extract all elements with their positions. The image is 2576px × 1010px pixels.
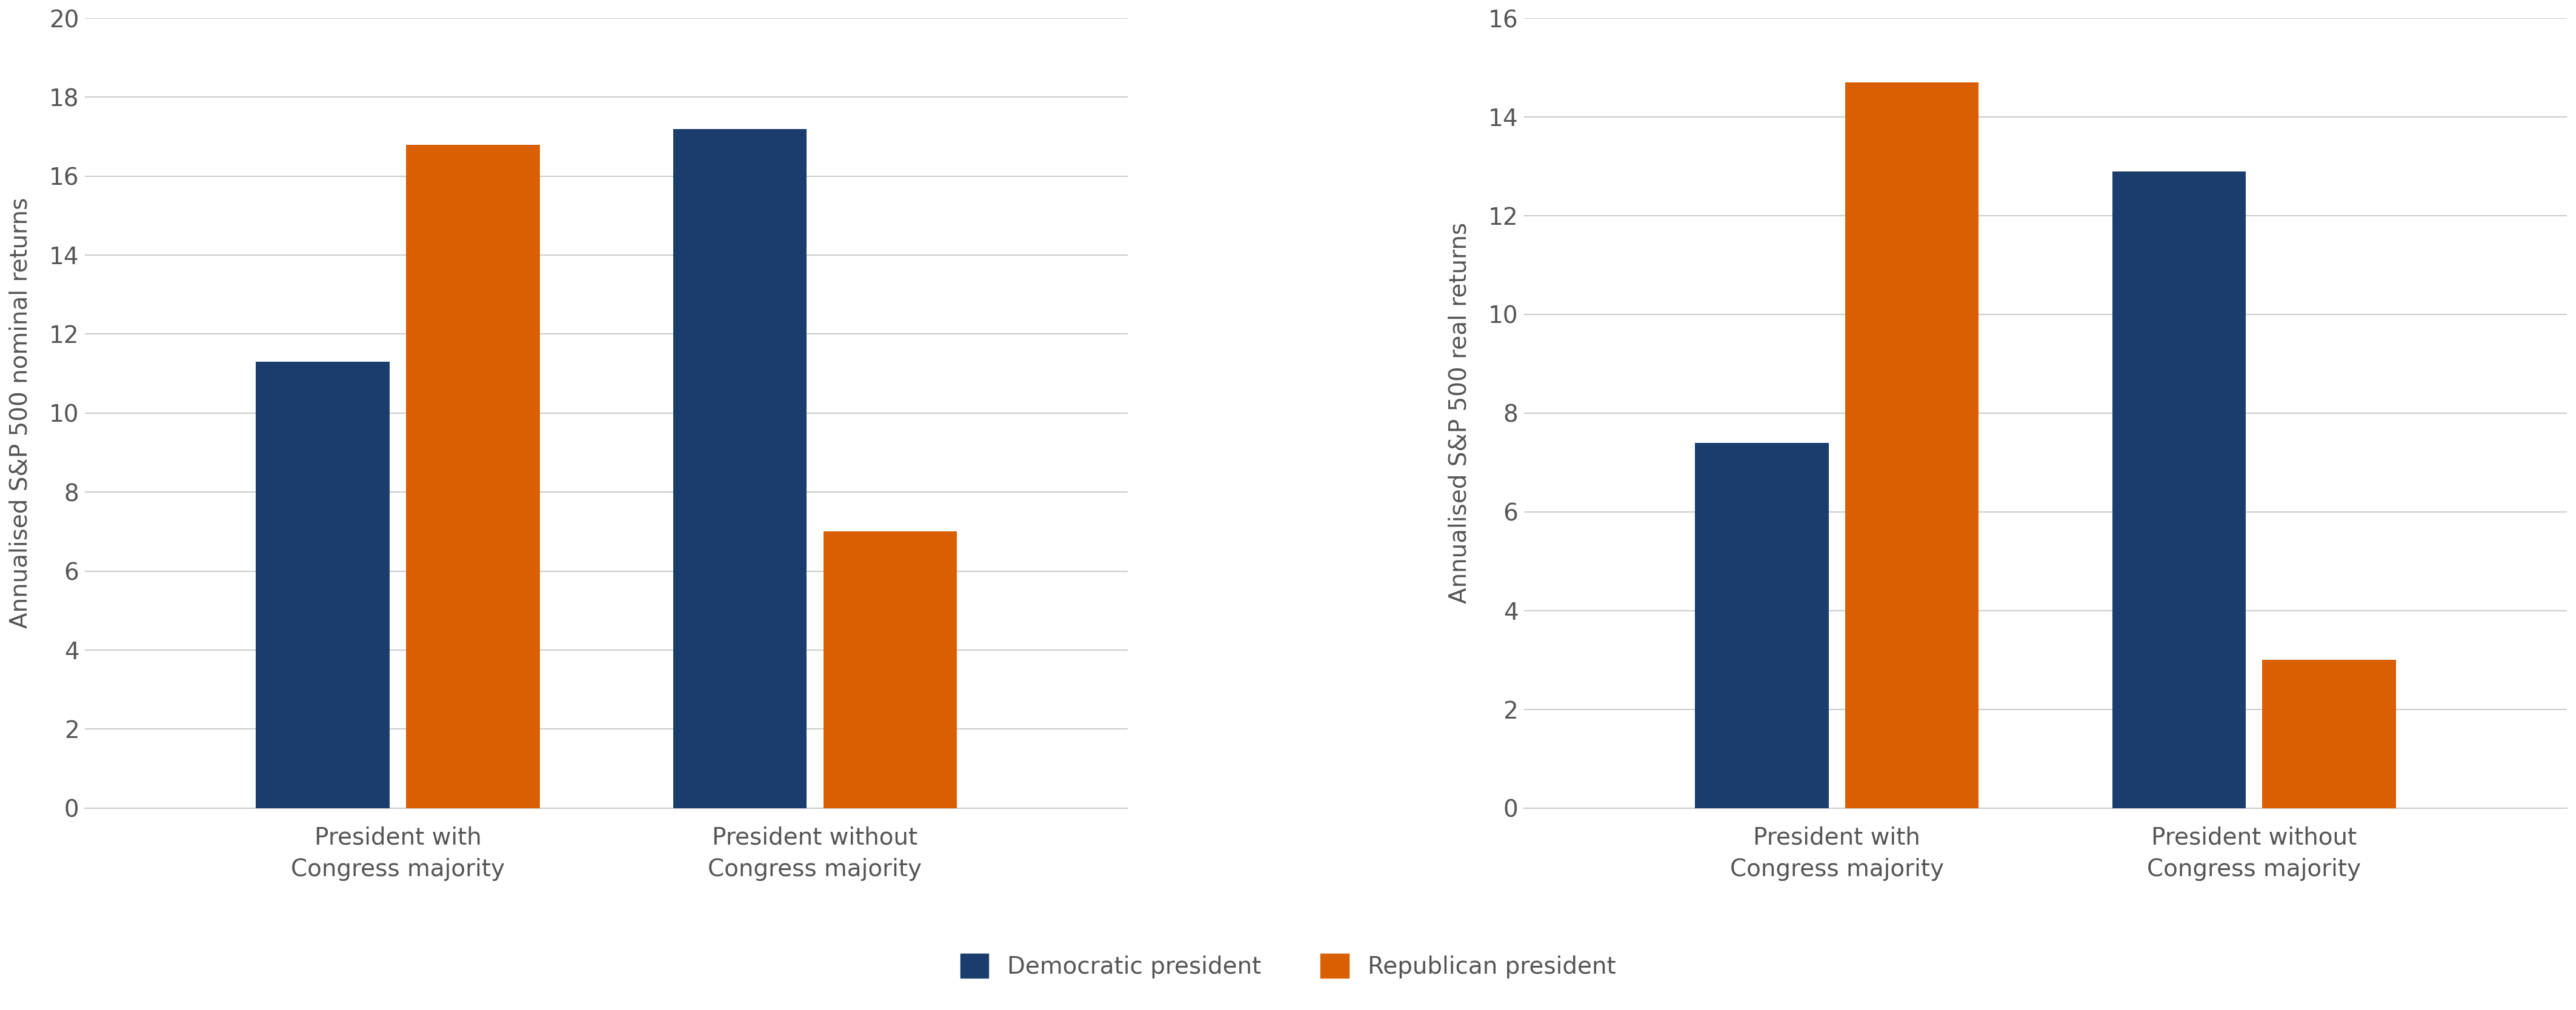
Bar	[407, 144, 538, 808]
Bar	[2112, 172, 2246, 808]
Legend: Democratic president, Republican president: Democratic president, Republican preside…	[951, 944, 1625, 988]
Y-axis label: Annualised S&P 500 nominal returns: Annualised S&P 500 nominal returns	[10, 198, 31, 628]
Y-axis label: Annualised S&P 500 real returns: Annualised S&P 500 real returns	[1448, 222, 1471, 604]
Bar	[1695, 442, 1829, 808]
Bar	[824, 531, 956, 808]
Bar	[1844, 83, 1978, 808]
Bar	[672, 128, 806, 808]
Bar	[255, 362, 389, 808]
Bar	[2262, 660, 2396, 808]
